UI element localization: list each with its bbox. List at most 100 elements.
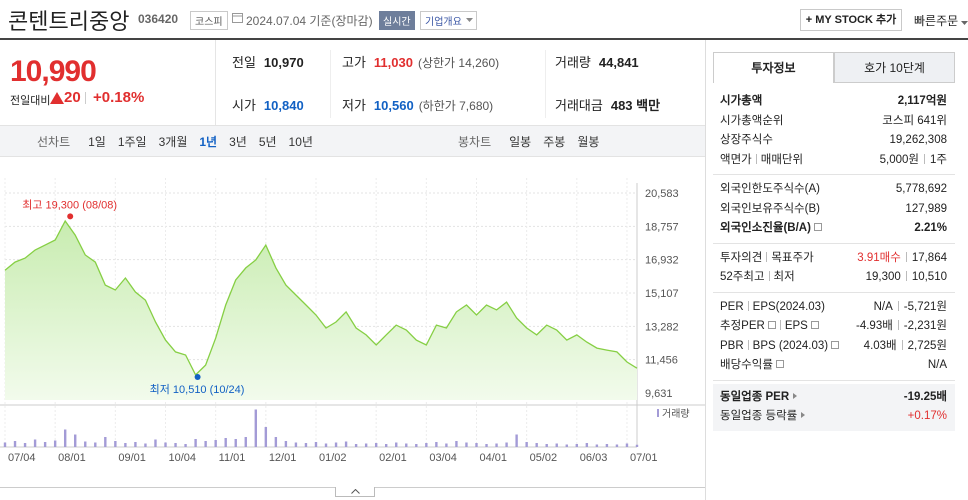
- info-label: 시가총액순위: [720, 112, 783, 131]
- stat-label: 고가: [342, 55, 366, 70]
- current-price: 10,990: [10, 55, 97, 88]
- dropdown-arrow: [961, 21, 968, 25]
- info-label-part: 52주최고: [720, 271, 765, 283]
- volume-bar: [134, 442, 137, 447]
- volume-bar: [595, 444, 599, 447]
- period-option[interactable]: 1일: [88, 135, 106, 149]
- chevron: [351, 489, 360, 494]
- volume-bar: [565, 444, 568, 447]
- volume-bar: [63, 429, 67, 447]
- volume-bar: [405, 443, 408, 447]
- volume-bar: [625, 443, 629, 447]
- info-label: 시가총액: [720, 92, 762, 111]
- volume-bar: [194, 439, 197, 447]
- separator: [901, 339, 903, 350]
- y-tick-label: 11,456: [645, 355, 678, 367]
- info-value: 4.03배 2,725원: [864, 337, 947, 356]
- help-icon[interactable]: [813, 223, 822, 231]
- period-group: 봉차트 일봉 주봉 월봉: [458, 133, 599, 150]
- help-icon[interactable]: [810, 321, 819, 329]
- x-tick-label: 06/03: [580, 452, 608, 464]
- info-value-part: 1주: [930, 153, 947, 166]
- period-option[interactable]: 3년: [229, 135, 247, 149]
- change-percent: +0.18%: [93, 89, 145, 106]
- info-tab[interactable]: 투자정보: [713, 52, 834, 83]
- volume-bar: [585, 443, 589, 447]
- period-option[interactable]: 5년: [258, 135, 277, 149]
- info-label-part: 목표주가: [771, 251, 814, 264]
- change-label: 전일대비: [10, 95, 51, 107]
- stock-code: 036420: [138, 12, 179, 26]
- period-option[interactable]: 3개월: [158, 135, 188, 149]
- separator: [766, 251, 768, 262]
- dropdown-arrow: [465, 18, 473, 22]
- help-icon[interactable]: [775, 360, 784, 368]
- info-value-part: N/A: [927, 359, 947, 371]
- mystock-button[interactable]: + MY STOCK 추가: [800, 9, 902, 31]
- stat-value: 10,970: [263, 55, 304, 70]
- period-option[interactable]: 1주일: [117, 135, 147, 149]
- volume-bar: [174, 443, 177, 447]
- volume-bar: [94, 442, 97, 447]
- info-value-part: 2,725원: [907, 339, 947, 352]
- volume-bar: [234, 439, 237, 447]
- info-value-part: 코스피 641위: [882, 114, 947, 127]
- quick-order[interactable]: 빠른주문: [914, 12, 968, 29]
- period-option[interactable]: 10년: [288, 135, 313, 149]
- info-label-part: 시가총액순위: [720, 114, 784, 127]
- info-value: -4.93배 -2,231원: [856, 317, 947, 336]
- company-label: 기업개요: [425, 17, 462, 28]
- y-tick-label: 18,757: [645, 221, 679, 233]
- info-tab[interactable]: 호가 10단계: [834, 52, 955, 83]
- extreme-label: 최저 10,510 (10/24): [150, 383, 245, 396]
- info-label-part: 외국인보유주식수(B): [720, 202, 820, 215]
- info-tab-label: 투자정보: [751, 61, 796, 75]
- stat-label: 전일: [232, 55, 256, 70]
- info-value-part: 2,117억원: [897, 95, 947, 107]
- stat-label: 거래대금: [555, 98, 603, 113]
- realtime-badge[interactable]: 실시간: [379, 11, 415, 30]
- info-label-part: 배당수익률: [720, 359, 773, 371]
- info-label: 동일업종 등락률: [720, 407, 806, 426]
- volume-bar: [635, 444, 639, 447]
- period-option[interactable]: 주봉: [543, 135, 566, 149]
- volume-bar: [314, 442, 318, 447]
- help-icon[interactable]: [767, 321, 776, 329]
- mystock-label: + MY STOCK 추가: [805, 14, 897, 26]
- volume-bar: [334, 442, 338, 447]
- separator: [924, 153, 926, 164]
- period-option[interactable]: 월봉: [577, 135, 600, 149]
- x-tick-label: 07/01: [630, 452, 658, 464]
- market-badge: 코스피: [190, 11, 228, 30]
- info-label: PER EPS(2024.03): [720, 298, 825, 317]
- period-option[interactable]: 일봉: [509, 135, 532, 149]
- collapse-button[interactable]: [335, 487, 375, 497]
- help-icon[interactable]: [831, 340, 840, 349]
- volume-bar: [344, 441, 348, 447]
- info-label-part: 매매단위: [760, 153, 804, 166]
- info-label-part: EPS(2024.03): [752, 300, 825, 313]
- separator: [85, 92, 86, 104]
- info-value-part: 19,300: [865, 271, 901, 283]
- separator: [768, 271, 770, 281]
- volume-bar: [104, 437, 107, 447]
- volume-bar: [525, 442, 528, 447]
- period-option[interactable]: 1년: [199, 135, 218, 149]
- volume-bar: [435, 442, 438, 447]
- volume-bar: [164, 442, 167, 447]
- x-tick-label: 07/04: [8, 452, 36, 464]
- volume-bar: [184, 444, 187, 447]
- volume-bar: [324, 443, 328, 447]
- info-value: 3.91매수 17,864: [857, 249, 947, 268]
- sector-box: [713, 383, 955, 431]
- info-label-part: EPS: [784, 320, 808, 332]
- stat-value: 10,560: [373, 98, 414, 113]
- info-value: 19,300 10,510: [866, 268, 947, 287]
- panel-divider: [705, 40, 706, 500]
- y-tick-label: 15,107: [645, 288, 679, 300]
- separator: [545, 50, 546, 118]
- company-dropdown[interactable]: 기업개요: [420, 11, 477, 30]
- info-label-part: PER: [720, 300, 744, 313]
- info-value: 2,117억원: [898, 92, 947, 111]
